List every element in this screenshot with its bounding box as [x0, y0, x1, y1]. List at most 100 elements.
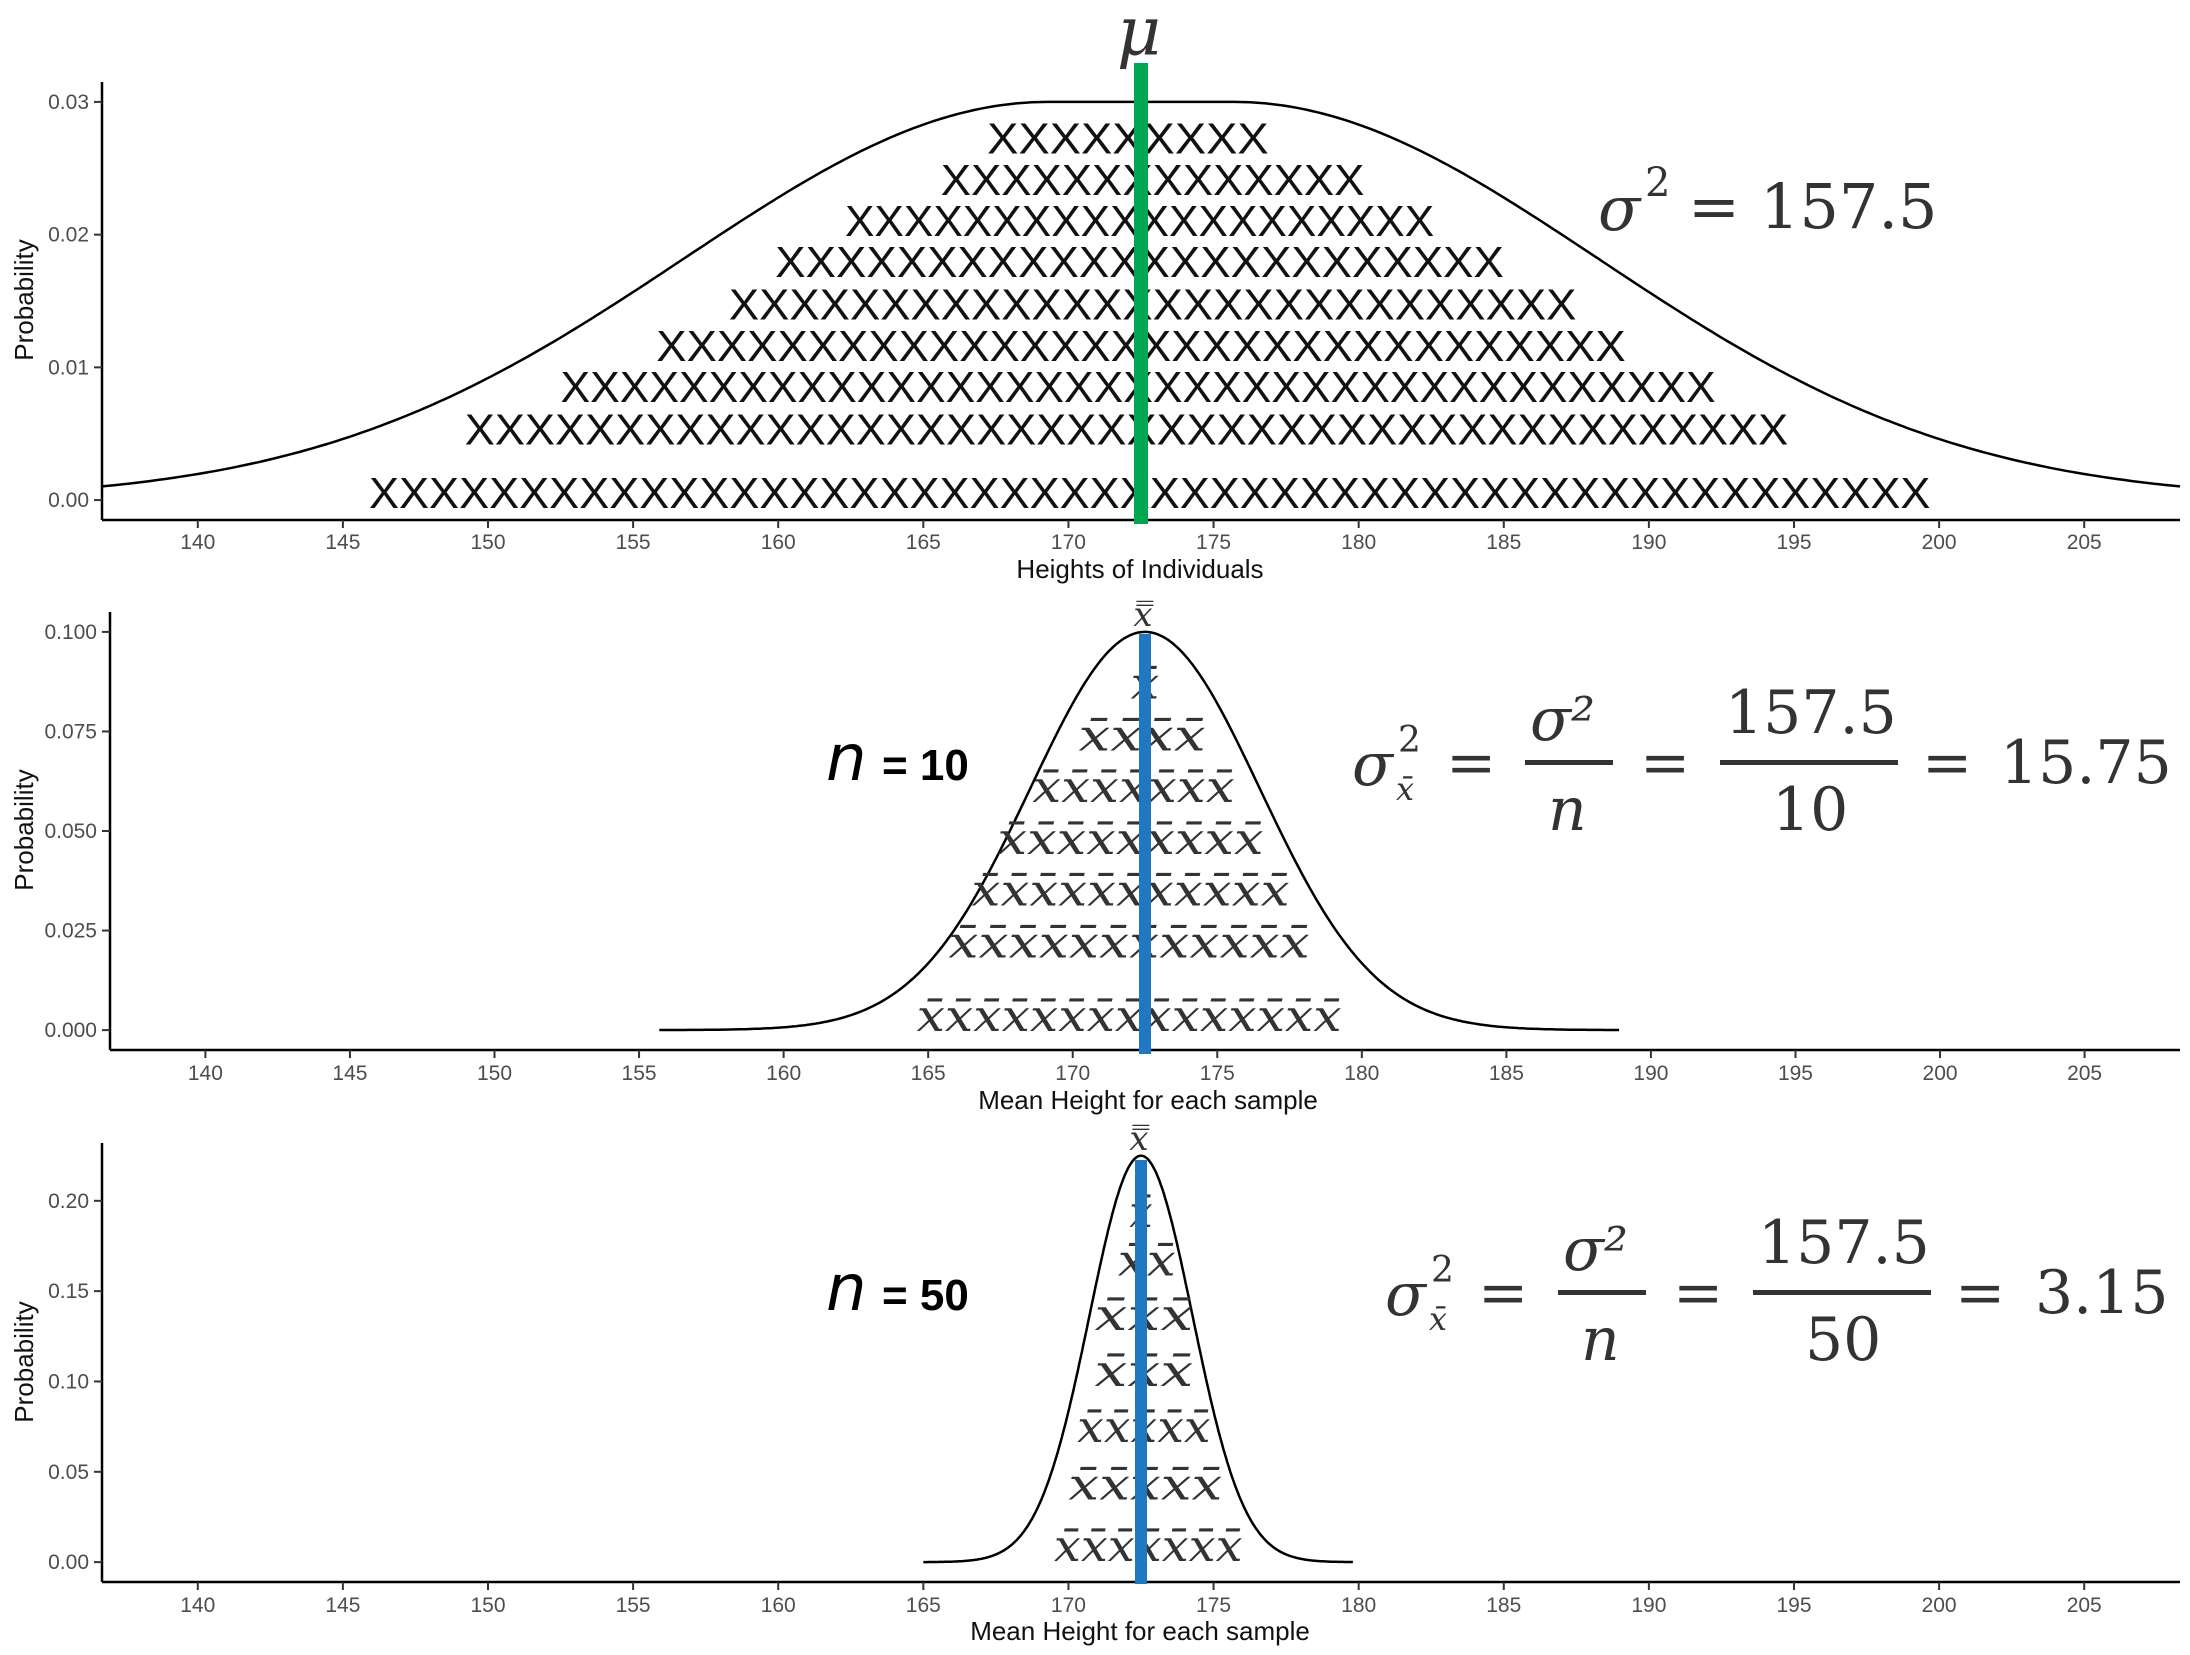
panel2-frac2-den: 10 [1772, 775, 1848, 845]
panel-3: 140 145 150 155 160 165 170 175 180 185 190 195 200 2… [9, 1119, 2180, 1646]
x-tick-label: 175 [1200, 1062, 1235, 1085]
x-tick-label: 140 [180, 531, 215, 554]
y-tick-label: 0.025 [44, 920, 97, 943]
y-tick-label: 0.050 [44, 820, 97, 843]
marker-row-6: x̄x̄x̄x̄x̄x̄x̄x̄x̄x̄x̄x̄ [948, 918, 1310, 969]
marker-row-9: XXXXXXXXXXXXXXXXXXXXXXXXXXXXXXXXXXXXXXXX… [369, 469, 1930, 518]
marker-row-5: x̄x̄x̄x̄x̄x̄x̄x̄x̄x̄x̄ [972, 866, 1290, 917]
x-tick-label: 170 [1055, 1062, 1090, 1085]
panel2-lhs-sub: x̄ [1396, 770, 1414, 808]
x-tick-label: 140 [188, 1062, 223, 1085]
panel2-result: 15.75 [2000, 728, 2172, 798]
panel3-result: 3.15 [2035, 1258, 2169, 1328]
marker-row-1: XXXXXXXXX [987, 115, 1269, 164]
x-tick-label: 185 [1486, 531, 1521, 554]
panel3-lhs-sub: x̄ [1429, 1300, 1447, 1338]
density-curve [659, 630, 1620, 1032]
x-tick-label: 200 [1922, 531, 1957, 554]
panel3-equals-2: = [1673, 1258, 1723, 1328]
panel3-annotation: σ 2 x̄ = σ² n = 157.5 50 = 3.15 [1385, 1208, 2169, 1375]
panel2-equals-1: = [1446, 728, 1496, 798]
panel3-frac2-bar [1753, 1290, 1931, 1295]
x-tick-label: 205 [2067, 531, 2102, 554]
x-axis-title: Mean Height for each sample [978, 1085, 1318, 1115]
y-axis-title: Probability [9, 1301, 39, 1422]
panel1-sigma-exponent: 2 [1645, 160, 1670, 206]
panel3-lhs-sigma: σ [1385, 1260, 1428, 1330]
x-tick-label: 165 [906, 531, 941, 554]
x-tick-label: 155 [616, 1594, 651, 1617]
panel3-frac2-den: 50 [1805, 1305, 1881, 1375]
y-tick-label: 0.100 [44, 621, 97, 644]
plots: 140 145 150 155 160 165 170 175 180 185 190 195 200 2… [9, 0, 2181, 1646]
y-tick-label: 0.05 [48, 1461, 89, 1484]
panel3-frac1-bar [1558, 1290, 1646, 1295]
x-tick-label: 195 [1776, 531, 1811, 554]
y-tick-label: 0.000 [44, 1019, 97, 1042]
marker-row-4: x̄x̄x̄x̄x̄x̄x̄x̄x̄ [998, 814, 1264, 865]
x-tick-label: 190 [1631, 531, 1666, 554]
marker-row-7: x̄x̄x̄x̄x̄x̄x̄ [1054, 1521, 1243, 1572]
panel2-n-value: = 10 [882, 741, 969, 790]
panel2-frac2-num: 157.5 [1725, 678, 1897, 748]
panel3-frac1-den: n [1581, 1305, 1620, 1375]
panel2-lhs-sigma: σ [1352, 730, 1395, 800]
panel3-lhs-sup: 2 [1431, 1250, 1454, 1291]
marker-row-5: XXXXXXXXXXXXXXXXXXXXXXXXXXXX [729, 281, 1577, 330]
panel3-n-value: = 50 [882, 1271, 969, 1320]
x-tick-label: 195 [1778, 1062, 1813, 1085]
x-tick-label: 155 [616, 531, 651, 554]
x-tick-label: 160 [761, 1594, 796, 1617]
x-tick-label: 170 [1051, 531, 1086, 554]
x-tick-label: 145 [325, 1594, 360, 1617]
panel2-frac1-bar [1525, 760, 1613, 765]
mean-label: μ [1117, 0, 1161, 72]
x-tick-label: 140 [180, 1594, 215, 1617]
x-tick-label: 150 [470, 1594, 505, 1617]
panel2-frac2-bar [1720, 760, 1898, 765]
x-tick-label: 200 [1923, 1062, 1958, 1085]
x-tick-label: 175 [1196, 531, 1231, 554]
x-tick-label: 145 [332, 1062, 367, 1085]
x-tick-label: 165 [911, 1062, 946, 1085]
y-tick-label: 0.20 [48, 1190, 89, 1213]
y-tick-label: 0.00 [48, 1551, 89, 1574]
marker-row-8: XXXXXXXXXXXXXXXXXXXXXXXXXXXXXXXXXXXXXXXX… [465, 405, 1788, 454]
panel2-n-symbol: n [826, 722, 867, 796]
panel2-equals-3: = [1922, 728, 1972, 798]
x-tick-label: 190 [1631, 1594, 1666, 1617]
panel2-frac1-den: n [1548, 775, 1587, 845]
x-tick-label: 200 [1922, 1594, 1957, 1617]
y-tick-label: 0.15 [48, 1280, 89, 1303]
panel1-sigma-symbol: σ [1598, 172, 1642, 245]
x-tick-label: 205 [2067, 1594, 2102, 1617]
x-tick-label: 155 [622, 1062, 657, 1085]
x-axis-title: Heights of Individuals [1016, 554, 1263, 584]
y-tick-label: 0.01 [48, 356, 89, 379]
panel-2: 140 145 150 155 160 165 170 175 180 185 190 195 200 2… [9, 595, 2180, 1115]
x-axis-title: Mean Height for each sample [970, 1616, 1310, 1646]
y-axis-title: Probability [9, 239, 39, 360]
x-tick-label: 180 [1344, 1062, 1379, 1085]
y-axis-title: Probability [9, 769, 39, 890]
panel2-lhs-sup: 2 [1398, 720, 1421, 761]
x-tick-label: 185 [1486, 1594, 1521, 1617]
x-tick-label: 175 [1196, 1594, 1231, 1617]
panel1-annotation: σ 2 = 157.5 [1598, 160, 1938, 245]
panel2-n-label: n = 10 [826, 722, 969, 796]
x-tick-label: 180 [1341, 1594, 1376, 1617]
density-curve [923, 1154, 1353, 1564]
marker-row-2: XXXXXXXXXXXXXX [941, 156, 1365, 205]
x-tick-label: 165 [906, 1594, 941, 1617]
marker-row-3: x̄x̄x̄x̄x̄x̄x̄ [1032, 762, 1235, 813]
x-tick-label: 150 [477, 1062, 512, 1085]
x-tick-label: 160 [766, 1062, 801, 1085]
y-tick-label: 0.10 [48, 1370, 89, 1393]
panel1-variance-value: 157.5 [1760, 170, 1938, 243]
panel3-frac2-num: 157.5 [1758, 1208, 1930, 1278]
x-tick-label: 150 [470, 531, 505, 554]
panel3-n-symbol: n [826, 1252, 867, 1326]
x-tick-label: 205 [2067, 1062, 2102, 1085]
y-tick-label: 0.075 [44, 720, 97, 743]
x-tick-label: 185 [1489, 1062, 1524, 1085]
